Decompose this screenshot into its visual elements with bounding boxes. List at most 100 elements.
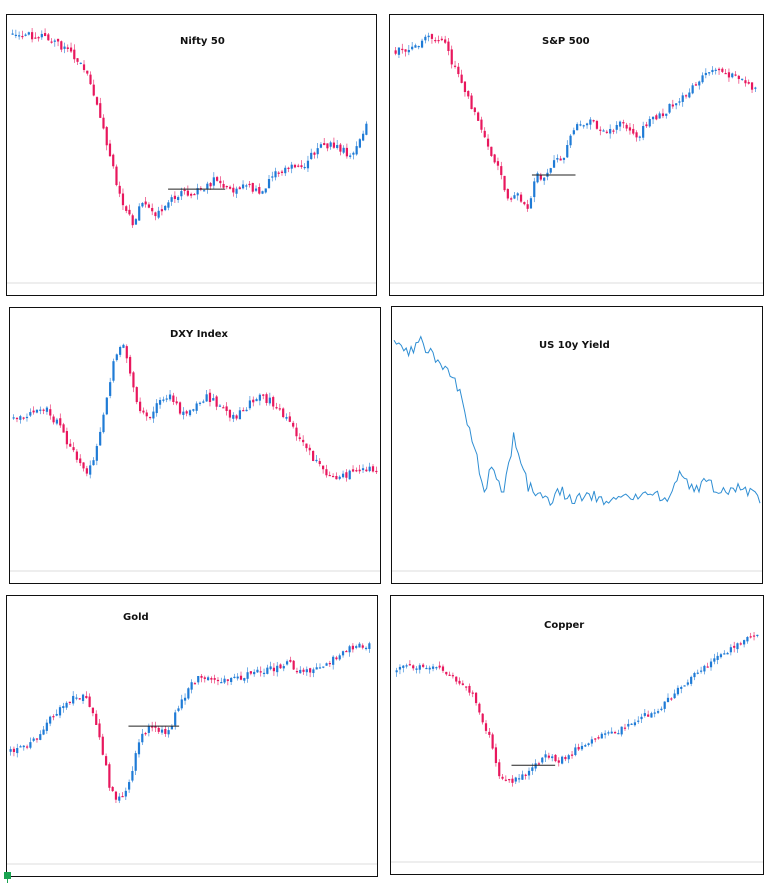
candle-body xyxy=(402,665,405,668)
candle-body xyxy=(95,713,98,725)
candle-body xyxy=(32,410,35,413)
candle-body xyxy=(248,400,251,409)
candle-body xyxy=(19,746,22,748)
candle-body xyxy=(478,703,481,713)
candle-body xyxy=(564,757,567,760)
candle-body xyxy=(49,409,52,416)
candle-body xyxy=(118,796,121,801)
sp500-chart-svg xyxy=(390,32,763,284)
candle-body xyxy=(561,756,564,764)
candle-body xyxy=(493,154,496,163)
candle-body xyxy=(91,707,95,714)
candle-body xyxy=(167,730,170,735)
candle-body xyxy=(75,451,78,460)
candle-body xyxy=(358,139,361,148)
candle-body xyxy=(405,665,408,667)
candle-body xyxy=(15,417,19,420)
candle-body xyxy=(401,48,404,51)
candle-body xyxy=(749,636,752,638)
candle-body xyxy=(142,410,145,413)
candle-body xyxy=(599,129,602,131)
candle-body xyxy=(238,410,242,420)
candle-body xyxy=(556,158,559,160)
candle-body xyxy=(151,207,154,212)
candle-body xyxy=(584,745,587,747)
candle-body xyxy=(246,672,249,679)
candle-body xyxy=(503,175,506,191)
candle-body xyxy=(141,733,144,743)
candle-body xyxy=(225,406,228,411)
candle-body xyxy=(315,459,318,462)
candle-body xyxy=(212,177,215,186)
candle-body xyxy=(114,791,118,800)
candle-body xyxy=(678,101,681,103)
candle-body xyxy=(223,678,226,683)
candle-body xyxy=(604,733,607,735)
candle-body xyxy=(411,46,414,50)
chart-panel-gold: Gold xyxy=(6,595,378,877)
candle-body xyxy=(361,468,365,471)
candle-body xyxy=(220,682,223,684)
candle-body xyxy=(658,113,661,119)
candle-body xyxy=(60,41,63,50)
candle-body xyxy=(447,41,450,52)
candle-body xyxy=(534,763,537,769)
candle-body xyxy=(73,49,76,60)
candle-body xyxy=(655,115,658,120)
candle-body xyxy=(35,409,39,413)
candle-body xyxy=(473,107,476,112)
candle-body xyxy=(112,154,115,167)
candle-body xyxy=(529,198,533,209)
candle-body xyxy=(111,786,114,792)
candle-body xyxy=(318,667,322,669)
candle-body xyxy=(282,408,285,418)
candle-body xyxy=(536,173,539,183)
candle-body xyxy=(665,113,668,116)
candle-body xyxy=(686,682,689,685)
candle-body xyxy=(262,672,266,675)
candle-body xyxy=(218,405,222,407)
candle-body xyxy=(228,186,232,189)
candle-body xyxy=(579,124,582,126)
candle-body xyxy=(92,84,95,96)
candle-body xyxy=(332,656,335,665)
candle-body xyxy=(323,143,326,146)
candle-body xyxy=(287,167,290,169)
candle-body xyxy=(455,676,458,682)
candle-body xyxy=(552,160,556,168)
candle-body xyxy=(698,81,701,86)
candle-body xyxy=(533,181,536,198)
candle-body xyxy=(435,667,438,669)
candle-body xyxy=(592,120,595,122)
candle-body xyxy=(144,201,147,205)
candle-body xyxy=(647,714,650,717)
candle-body xyxy=(625,124,628,129)
candle-body xyxy=(595,121,599,129)
candle-body xyxy=(483,130,486,138)
candle-body xyxy=(157,727,160,732)
candle-body xyxy=(364,647,368,650)
candle-body xyxy=(355,470,358,472)
candle-body xyxy=(569,135,572,146)
candle-body xyxy=(457,66,460,75)
candle-body xyxy=(461,683,464,686)
candle-body xyxy=(335,657,338,660)
candle-body xyxy=(154,726,157,728)
candle-body xyxy=(607,732,610,734)
candle-body xyxy=(82,64,86,70)
candle-body xyxy=(488,731,491,735)
candle-body xyxy=(267,179,271,189)
candle-body xyxy=(121,796,124,798)
candle-body xyxy=(368,643,371,649)
chart-title: DXY Index xyxy=(170,329,228,340)
candle-body xyxy=(55,713,58,716)
candle-body xyxy=(737,75,740,80)
candle-body xyxy=(620,726,623,735)
candle-body xyxy=(298,437,301,440)
candle-body xyxy=(75,697,78,699)
chart-panel-sp500: S&P 500 xyxy=(389,14,764,296)
candle-body xyxy=(135,387,138,403)
candle-body xyxy=(570,754,574,756)
candle-body xyxy=(424,36,427,41)
candle-body xyxy=(605,131,608,133)
